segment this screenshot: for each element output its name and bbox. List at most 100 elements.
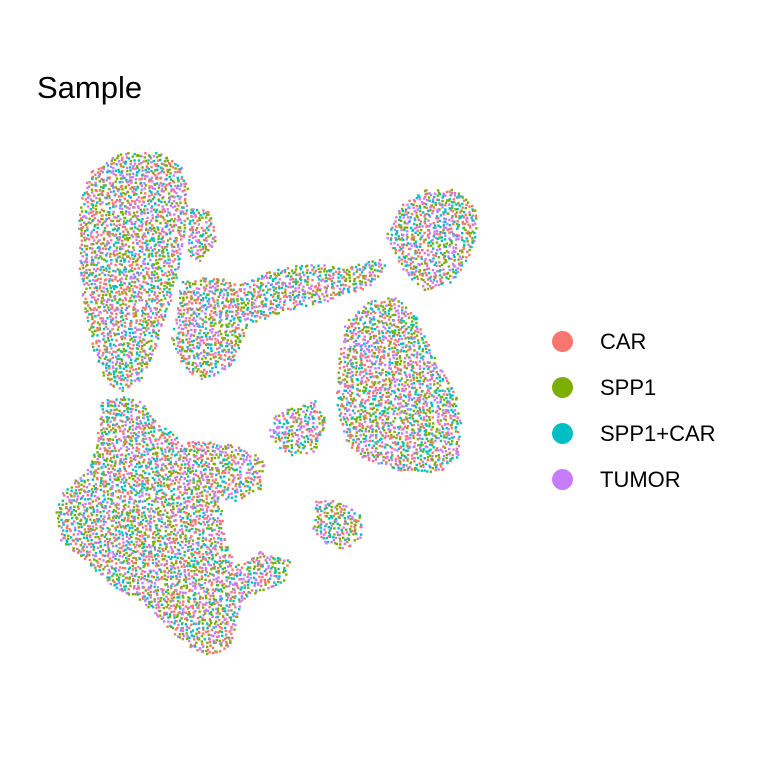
data-point xyxy=(298,300,302,303)
data-point xyxy=(448,203,451,206)
data-point xyxy=(191,231,195,234)
data-point xyxy=(176,255,180,258)
data-point xyxy=(405,375,408,379)
data-point xyxy=(80,239,84,242)
data-point xyxy=(115,382,119,385)
data-point xyxy=(112,350,115,353)
data-point xyxy=(186,341,190,344)
data-point xyxy=(131,424,134,427)
data-point xyxy=(374,389,377,392)
data-point xyxy=(415,376,419,379)
data-point xyxy=(119,192,123,195)
data-point xyxy=(294,433,298,437)
data-point xyxy=(363,417,366,421)
data-point xyxy=(410,353,414,356)
data-point xyxy=(277,426,280,430)
data-point xyxy=(133,255,137,258)
data-point xyxy=(140,212,143,216)
data-point xyxy=(472,219,475,222)
data-point xyxy=(136,436,139,439)
data-point xyxy=(443,390,447,393)
data-point xyxy=(90,232,93,235)
data-point xyxy=(137,279,140,283)
data-point xyxy=(137,295,140,298)
data-point xyxy=(114,435,117,438)
data-point xyxy=(229,358,232,361)
data-point xyxy=(148,189,151,193)
data-point xyxy=(426,234,430,237)
data-point xyxy=(103,226,107,230)
data-point xyxy=(415,388,418,392)
data-point xyxy=(208,329,212,332)
data-point xyxy=(112,370,115,373)
data-point xyxy=(186,332,190,335)
data-point xyxy=(122,436,125,439)
data-point xyxy=(137,235,140,239)
data-point xyxy=(136,227,139,230)
data-point xyxy=(438,422,441,425)
data-point xyxy=(107,377,110,380)
data-point xyxy=(431,364,434,367)
data-point xyxy=(286,408,289,411)
data-point xyxy=(402,243,406,246)
data-point xyxy=(139,272,143,275)
data-point xyxy=(331,265,335,269)
data-point xyxy=(95,184,98,187)
data-point xyxy=(104,293,108,296)
data-point xyxy=(256,311,259,314)
data-point xyxy=(407,393,410,396)
data-point xyxy=(147,327,150,330)
data-point xyxy=(133,206,136,209)
data-point xyxy=(435,280,439,283)
data-point xyxy=(360,402,363,405)
data-point xyxy=(443,374,446,377)
data-point xyxy=(90,300,93,304)
data-point xyxy=(98,294,101,297)
data-point xyxy=(141,237,145,241)
data-point xyxy=(91,218,95,222)
data-point xyxy=(184,282,187,286)
data-point xyxy=(364,283,368,287)
data-point xyxy=(389,382,393,385)
data-point xyxy=(211,353,215,356)
data-point xyxy=(193,222,197,225)
data-point xyxy=(363,342,366,345)
data-point xyxy=(436,409,439,412)
data-point xyxy=(103,299,106,302)
data-point xyxy=(351,386,355,389)
data-point xyxy=(475,217,478,220)
data-point xyxy=(147,199,150,202)
data-point xyxy=(233,354,236,357)
data-point xyxy=(139,419,142,423)
data-point xyxy=(207,243,210,246)
data-point xyxy=(282,433,285,436)
data-point xyxy=(182,212,186,216)
data-point xyxy=(128,331,132,335)
data-point xyxy=(382,411,386,414)
data-point xyxy=(116,187,119,190)
data-point xyxy=(185,338,188,341)
data-point xyxy=(208,305,211,308)
data-point xyxy=(148,185,151,188)
data-point xyxy=(124,298,128,301)
data-point xyxy=(413,242,416,245)
data-point xyxy=(149,179,153,182)
data-point xyxy=(364,389,367,392)
data-point xyxy=(144,159,148,163)
data-point xyxy=(138,290,141,294)
data-point xyxy=(129,436,133,439)
data-point xyxy=(260,274,264,278)
data-point xyxy=(159,181,162,185)
data-point xyxy=(407,211,410,214)
data-point xyxy=(400,316,404,320)
data-point xyxy=(246,317,249,321)
data-point xyxy=(285,427,288,430)
data-point xyxy=(132,315,136,318)
data-point xyxy=(425,434,428,437)
data-point xyxy=(380,395,384,399)
data-point xyxy=(161,254,164,258)
data-point xyxy=(223,283,226,286)
data-point xyxy=(196,256,199,259)
data-point xyxy=(128,334,131,338)
data-point xyxy=(93,251,97,254)
